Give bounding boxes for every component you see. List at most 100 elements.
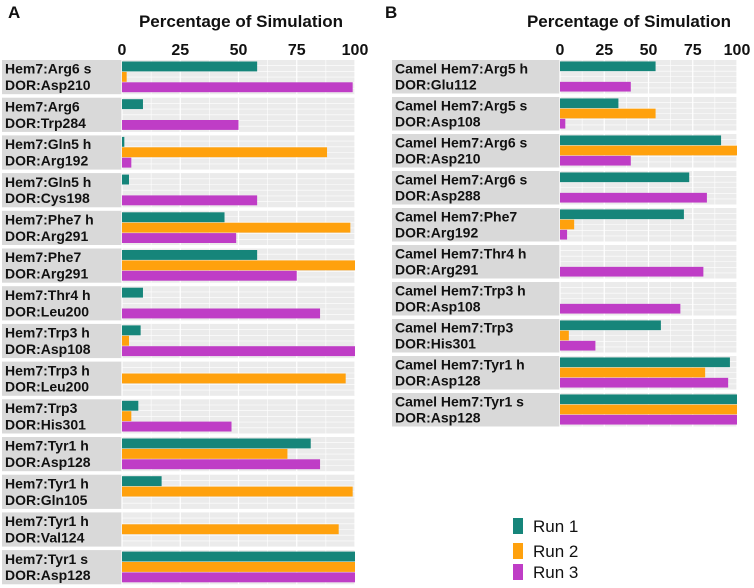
panel-b-label-bg: [392, 171, 560, 205]
panel-a-tick-label: 25: [171, 42, 189, 59]
panel-a-bar-run-3: [122, 233, 237, 243]
panel-a-bar-run-3: [122, 459, 321, 470]
panel-b-category-label: DOR:Asp210: [395, 150, 481, 166]
panel-b-category-label: Camel Hem7:Arg6 s: [395, 171, 527, 187]
panel-a-bar-run-1: [122, 250, 258, 260]
panel-a-label-bg: [2, 97, 122, 132]
panel-b-bar-run-3: [560, 303, 681, 314]
panel-a-bar-run-1: [122, 174, 129, 185]
legend-swatch-run-1: [513, 518, 523, 534]
panel-b-bar-run-3: [560, 155, 631, 166]
panel-a-category-label: DOR:Cys198: [5, 190, 90, 206]
panel-a-category-label: Hem7:Tyr1 h: [5, 513, 89, 529]
panel-a-label-bg: [2, 248, 122, 283]
panel-a-bar-run-1: [122, 61, 258, 72]
panel-a-category-label: Hem7:Trp3 h: [5, 362, 90, 378]
panel-b-category-label: DOR:Asp128: [395, 372, 481, 388]
panel-b-bar-run-3: [560, 229, 568, 240]
panel-a-label-bg: [2, 60, 122, 95]
panel-b-bar-run-1: [560, 135, 722, 146]
panel-a-label-bg: [2, 135, 122, 170]
panel-a-bar-run-3: [122, 195, 258, 206]
panel-a-category-label: DOR:Arg291: [5, 228, 88, 244]
panel-a-tick-label: 0: [118, 42, 127, 59]
panel-b-category-label: Camel Hem7:Tyr1 s: [395, 393, 524, 409]
panel-a-bar-run-2: [122, 562, 355, 572]
panel-a-label-bg: [2, 210, 122, 245]
panel-b-bar-run-2: [560, 108, 656, 119]
panel-b-category-label: Camel Hem7:Tyr1 h: [395, 356, 525, 372]
panel-a-category-label: Hem7:Trp3 h: [5, 325, 90, 341]
panel-a-label-bg: [2, 550, 122, 585]
panel-a-bar-run-3: [122, 82, 353, 93]
panel-a-category-label: DOR:Gln105: [5, 492, 88, 508]
panel-b-tick-label: 25: [595, 42, 613, 59]
panel-a-tick-label: 100: [342, 42, 369, 59]
panel-b-label-bg: [392, 356, 560, 390]
panel-b-category-label: Camel Hem7:Phe7: [395, 208, 517, 224]
panel-b-label-bg: [392, 208, 560, 242]
panel-a-category-label: Hem7:Phe7 h: [5, 211, 94, 227]
panel-b-tick-label: 50: [640, 42, 658, 59]
panel-a-category-label: DOR:Asp210: [5, 77, 91, 93]
panel-a-category-label: Hem7:Tyr1 h: [5, 475, 89, 491]
panel-b-bar-run-2: [560, 367, 706, 378]
panel-b-category-label: DOR:Arg291: [395, 261, 478, 277]
panel-a-bar-run-1: [122, 287, 143, 298]
panel-a-label-bg: [2, 361, 122, 396]
panel-a-tick-label: 75: [288, 42, 306, 59]
panel-a-category-label: DOR:Asp108: [5, 341, 91, 357]
panel-a-bar-run-2: [122, 260, 355, 271]
legend-label-run-3: Run 3: [533, 563, 578, 582]
panel-b-category-label: Camel Hem7:Thr4 h: [395, 245, 526, 261]
panel-b-label-bg: [392, 319, 560, 353]
panel-b-bar-run-2: [560, 330, 569, 341]
panel-a-bar-run-1: [122, 476, 162, 487]
panel-b-bar-run-1: [560, 61, 656, 72]
panel-a-category-label: Hem7:Phe7: [5, 249, 81, 265]
panel-a-category-label: Hem7:Gln5 h: [5, 174, 91, 190]
panel-a-bar-run-3: [122, 346, 355, 357]
panel-a-category-label: DOR:Trp284: [5, 115, 86, 131]
panel-a-label-bg: [2, 437, 122, 472]
panel-a-bar-run-2: [122, 373, 346, 384]
panel-a-bar-run-3: [122, 308, 321, 319]
panel-b-category-label: DOR:Glu112: [395, 76, 477, 92]
panel-b-tick-label: 100: [724, 42, 751, 59]
panel-a-bar-run-1: [122, 212, 225, 223]
panel-a-bar-run-3: [122, 270, 297, 281]
panel-a-letter: A: [8, 3, 20, 22]
panel-b-bar-run-2: [560, 145, 737, 156]
panel-a-category-label: DOR:Leu200: [5, 379, 89, 395]
panel-a-category-label: Hem7:Tyr1 s: [5, 551, 88, 567]
panel-b-bar-run-1: [560, 357, 730, 368]
panel-b-label-bg: [392, 97, 560, 131]
panel-a-bar-run-2: [122, 222, 351, 233]
panel-a-bar-run-2: [122, 486, 353, 497]
panel-a-category-label: DOR:Leu200: [5, 303, 89, 319]
panel-a-category-label: DOR:Arg291: [5, 266, 88, 282]
panel-b-category-label: DOR:His301: [395, 335, 476, 351]
panel-a-bar-run-3: [122, 120, 239, 130]
panel-b-category-label: DOR:Asp108: [395, 298, 481, 314]
panel-a-bar-run-2: [122, 335, 129, 346]
panel-b-label-bg: [392, 245, 560, 279]
panel-a-bar-run-1: [122, 551, 355, 562]
panel-b-label-bg: [392, 393, 560, 427]
panel-b-bar-run-3: [560, 340, 596, 351]
panel-b-axis-title: Percentage of Simulation: [527, 12, 731, 31]
panel-b-category-label: DOR:Asp128: [395, 409, 481, 425]
panel-a-category-label: Hem7:Arg6 s: [5, 61, 92, 77]
panel-a-tick-label: 50: [230, 42, 248, 59]
panel-b-bar-run-1: [560, 394, 737, 405]
panel-a-label-bg: [2, 286, 122, 321]
panel-a-category-label: Hem7:Arg6: [5, 98, 80, 114]
panel-b-category-label: Camel Hem7:Arg5 h: [395, 60, 528, 76]
panel-b-bar-run-2: [560, 404, 737, 415]
panel-b-label-bg: [392, 134, 560, 168]
panel-b-bar-run-1: [560, 209, 684, 220]
panel-b-bar-run-3: [560, 266, 704, 277]
panel-a-category-label: DOR:Asp128: [5, 454, 91, 470]
